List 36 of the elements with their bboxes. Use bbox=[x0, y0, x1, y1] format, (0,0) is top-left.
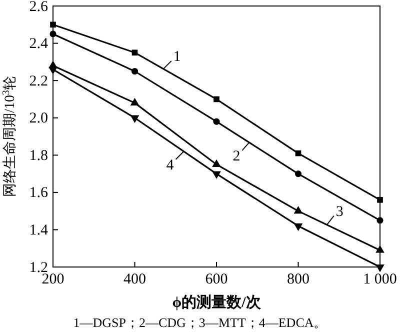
point bbox=[213, 118, 220, 125]
point bbox=[214, 96, 220, 102]
point bbox=[376, 245, 384, 253]
point bbox=[48, 66, 58, 74]
x-tick-label: 400 bbox=[124, 272, 146, 288]
y-tick-label: 1.6 bbox=[29, 185, 48, 202]
x-tick-label: 200 bbox=[42, 272, 64, 288]
point bbox=[50, 22, 56, 28]
point bbox=[132, 50, 138, 56]
y-tick-label: 2.2 bbox=[29, 73, 48, 90]
point bbox=[212, 159, 221, 168]
y-tick-label: 1.4 bbox=[29, 222, 48, 239]
x-axis-title: ϕ的测量数/次 bbox=[172, 294, 262, 311]
legend-label: 3 bbox=[336, 204, 344, 220]
series-label: 2 bbox=[232, 148, 240, 164]
point bbox=[131, 68, 138, 75]
point bbox=[294, 170, 302, 178]
point bbox=[50, 30, 56, 38]
point bbox=[377, 196, 383, 203]
point bbox=[376, 264, 384, 272]
series-label: 4 bbox=[166, 157, 174, 174]
point bbox=[294, 206, 303, 214]
x-tick-label: 600 bbox=[205, 272, 228, 288]
y-tick-label: 1.8 bbox=[29, 148, 48, 164]
point bbox=[130, 115, 140, 123]
point bbox=[130, 98, 140, 106]
x-tick-label: 1 000 bbox=[363, 272, 397, 288]
point bbox=[376, 217, 384, 224]
point bbox=[212, 171, 221, 179]
point bbox=[294, 223, 303, 232]
x-tick-label: 800 bbox=[287, 272, 310, 288]
legend-label: 1 bbox=[173, 48, 181, 65]
y-tick-label: 2.0 bbox=[29, 110, 48, 127]
y-tick-label: 2.6 bbox=[29, 0, 48, 15]
text: 1—DGSP；2—CDG；3—MTT；4—EDCA。 bbox=[73, 315, 327, 330]
y-tick-label: 2.4 bbox=[29, 36, 48, 52]
